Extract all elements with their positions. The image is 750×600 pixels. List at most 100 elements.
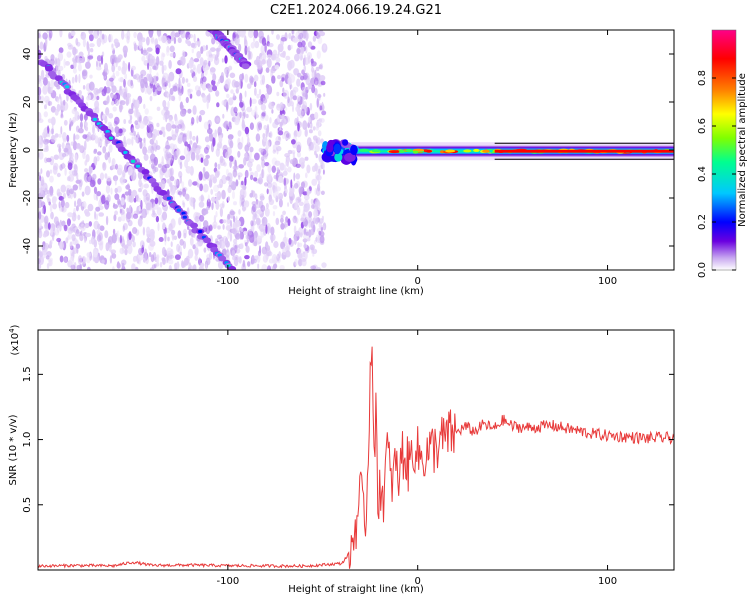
heatmap-cell	[287, 218, 291, 227]
heatmap-cell	[41, 243, 46, 251]
heatmap-cell	[38, 211, 42, 220]
heatmap-cell	[58, 133, 62, 138]
heatmap-cell	[214, 162, 218, 169]
heatmap-cell	[188, 59, 194, 69]
y-tick-label: -20	[22, 190, 33, 206]
heatmap-cell	[165, 114, 168, 123]
heatmap-cell	[305, 92, 308, 100]
heatmap-cell	[151, 264, 156, 269]
heatmap-cell	[207, 194, 210, 203]
heatmap-cell	[131, 65, 136, 71]
heatmap-cell	[209, 251, 213, 260]
heatmap-cell	[50, 128, 55, 135]
heatmap-cell	[276, 91, 280, 97]
heatmap-cell	[204, 136, 210, 143]
heatmap-cell	[215, 90, 220, 97]
heatmap-cell	[315, 234, 319, 244]
heatmap-cell	[258, 88, 262, 96]
heatmap-cell	[89, 74, 93, 79]
heatmap-cell	[245, 245, 250, 253]
heatmap-cell	[285, 216, 289, 223]
heatmap-cell	[320, 190, 325, 195]
heatmap-cell	[146, 36, 150, 46]
heatmap-cell	[58, 201, 61, 209]
heatmap-cell	[154, 197, 159, 205]
streak-cell	[204, 22, 212, 28]
heatmap-cell	[264, 207, 270, 217]
heatmap-cell	[87, 90, 93, 96]
heatmap-cell	[128, 194, 135, 203]
heatmap-cell	[173, 235, 178, 241]
heatmap-cell	[114, 178, 117, 186]
heatmap-cell	[93, 87, 99, 95]
heatmap-cell	[314, 111, 319, 120]
heatmap-cell	[314, 187, 317, 196]
heatmap-cell	[98, 212, 104, 217]
heatmap-cell	[88, 165, 92, 176]
heatmap-cell	[244, 90, 247, 98]
heatmap-cell	[243, 200, 250, 208]
heatmap-cell	[49, 203, 53, 213]
heatmap-cell	[205, 257, 211, 266]
heatmap-cell	[301, 213, 307, 223]
streak-core	[182, 215, 187, 219]
x-tick-label: 0	[415, 576, 421, 587]
heatmap-cell	[301, 110, 304, 116]
heatmap-cell	[294, 53, 300, 62]
heatmap-cell	[135, 137, 139, 144]
streak-cell	[45, 65, 54, 72]
heatmap-cell	[287, 76, 292, 86]
heatmap-cell	[40, 179, 45, 190]
heatmap-cell	[199, 214, 205, 222]
heatmap-cell	[138, 39, 143, 50]
heatmap-cell	[224, 69, 228, 76]
heatmap-cell	[321, 110, 327, 116]
heatmap-cell	[64, 61, 70, 66]
heatmap-cell	[90, 82, 93, 89]
heatmap-cell	[288, 190, 293, 197]
heatmap-cell	[146, 47, 153, 52]
heatmap-cell	[214, 170, 220, 178]
heatmap-cell	[177, 86, 184, 97]
heatmap-cell	[200, 194, 204, 202]
band-cell	[371, 149, 381, 153]
heatmap-cell	[148, 73, 153, 83]
heatmap-cell	[73, 191, 77, 199]
heatmap-cell	[295, 163, 301, 168]
heatmap-cell	[219, 239, 222, 249]
heatmap-cell	[194, 215, 200, 223]
heatmap-cell	[79, 145, 85, 154]
heatmap-cell	[57, 98, 60, 103]
heatmap-cell	[169, 52, 176, 58]
heatmap-cell	[74, 154, 78, 163]
heatmap-cell	[271, 165, 276, 173]
y-tick-label: 40	[22, 48, 33, 61]
heatmap-cell	[249, 150, 252, 159]
heatmap-cell	[182, 202, 186, 208]
heatmap-cell	[78, 57, 83, 64]
heatmap-cell	[45, 133, 49, 138]
heatmap-cell	[145, 192, 151, 201]
heatmap-cell	[118, 237, 121, 243]
heatmap-cell	[85, 125, 89, 132]
heatmap-cell	[126, 138, 132, 145]
heatmap-cell	[104, 173, 108, 179]
heatmap-cell	[170, 176, 175, 182]
heatmap-cell	[168, 59, 172, 69]
heatmap-cell	[287, 166, 292, 173]
heatmap-cell	[216, 234, 222, 239]
heatmap-cell	[292, 215, 298, 224]
heatmap-cell	[260, 45, 265, 54]
heatmap-cell	[84, 160, 88, 166]
heatmap-cell	[115, 163, 118, 170]
heatmap-cell	[260, 204, 266, 212]
heatmap-cell	[244, 255, 250, 260]
heatmap-cell	[227, 186, 232, 194]
heatmap-cell	[105, 136, 108, 147]
heatmap-cell	[72, 247, 78, 254]
heatmap-cell	[146, 237, 151, 243]
heatmap-cell	[302, 238, 308, 243]
heatmap-cell	[183, 257, 189, 266]
heatmap-cell	[225, 101, 229, 111]
